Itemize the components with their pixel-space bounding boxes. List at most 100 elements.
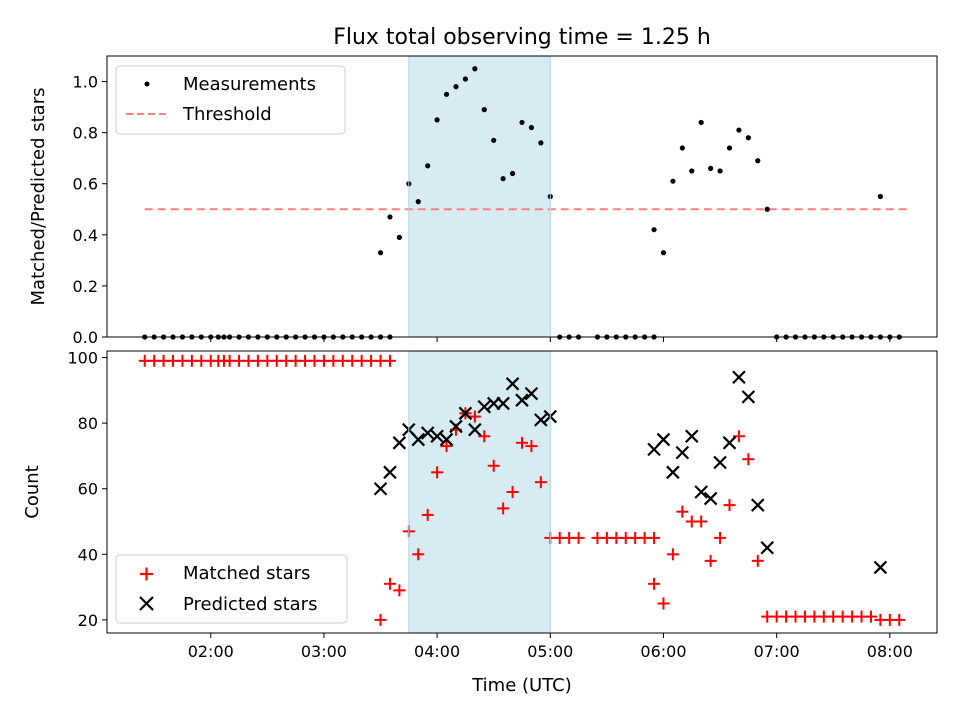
predicted-marker-b bbox=[684, 429, 699, 444]
predicted-star-marker bbox=[468, 422, 482, 437]
legend-predicted-label: Predicted stars bbox=[183, 594, 317, 615]
measurement-point bbox=[660, 250, 667, 256]
predicted-marker-b bbox=[534, 413, 548, 427]
measurement-point bbox=[509, 170, 516, 177]
measurement-point bbox=[877, 193, 884, 200]
predicted-marker-b bbox=[760, 540, 775, 555]
predicted-marker-b bbox=[468, 422, 482, 437]
measurement-point bbox=[434, 117, 440, 123]
predicted-marker-b bbox=[524, 386, 539, 401]
measurement-point bbox=[491, 137, 497, 143]
bottom-y-axis: 20 40 60 80 100 bbox=[67, 349, 551, 633]
measurement-point bbox=[377, 250, 384, 256]
measurement-point bbox=[387, 214, 393, 220]
predicted-marker-b bbox=[675, 445, 690, 460]
predicted-star-marker bbox=[524, 386, 539, 401]
predicted-marker-b bbox=[496, 396, 510, 411]
matched-star-marker bbox=[864, 610, 877, 623]
measurement-point bbox=[670, 178, 676, 184]
top-x-ticks bbox=[210, 337, 891, 342]
predicted-marker-b bbox=[420, 426, 435, 440]
measurement-point bbox=[726, 145, 733, 151]
predicted-star-marker bbox=[383, 465, 397, 480]
predicted-marker-b bbox=[732, 370, 746, 385]
x-tick-label: 06:00 bbox=[640, 642, 686, 661]
predicted-star-marker bbox=[430, 429, 444, 444]
predicted-star-marker bbox=[703, 491, 718, 506]
matched-star-marker bbox=[893, 613, 906, 626]
predicted-marker-b bbox=[713, 455, 727, 470]
measurement-point bbox=[415, 199, 421, 205]
matched-star-marker bbox=[525, 440, 538, 453]
top-legend: Measurements Threshold bbox=[115, 65, 346, 135]
matched-star-marker bbox=[723, 499, 736, 512]
measurement-point bbox=[443, 91, 450, 97]
predicted-star-marker bbox=[751, 498, 765, 512]
top-y-axis: 0.0 0.2 0.4 0.6 0.8 1.0 bbox=[73, 56, 551, 347]
predicted-marker-b bbox=[666, 465, 680, 480]
matched-star-marker bbox=[648, 577, 661, 590]
predicted-star-marker bbox=[760, 540, 775, 555]
y-tick-label: 1.0 bbox=[73, 73, 98, 92]
predicted-star-marker bbox=[684, 429, 699, 444]
measurement-point bbox=[500, 176, 506, 182]
predicted-star-marker bbox=[505, 377, 520, 391]
measurement-point bbox=[698, 119, 704, 126]
measurement-point bbox=[472, 66, 478, 72]
x-tick-label: 02:00 bbox=[188, 642, 234, 661]
matched-star-marker bbox=[431, 466, 444, 479]
legend-measurements-label: Measurements bbox=[183, 74, 316, 95]
predicted-star-marker bbox=[713, 455, 727, 470]
bottom-y-axis-label: Count bbox=[22, 465, 43, 518]
predicted-star-marker bbox=[722, 436, 737, 450]
top-y-axis-label: Matched/Predicted stars bbox=[28, 88, 49, 306]
measurement-point bbox=[396, 234, 402, 240]
measurement-point bbox=[755, 158, 761, 164]
measurement-point bbox=[745, 135, 751, 141]
y-tick-label: 60 bbox=[78, 480, 98, 499]
x-axis-label: Time (UTC) bbox=[471, 675, 572, 696]
x-tick-label: 08:00 bbox=[867, 642, 913, 661]
predicted-marker-b bbox=[392, 436, 407, 450]
predicted-star-marker bbox=[732, 370, 746, 385]
predicted-star-marker bbox=[656, 432, 671, 447]
measurement-point bbox=[538, 140, 544, 146]
matched-star-marker bbox=[751, 554, 764, 567]
predicted-marker-b bbox=[515, 393, 529, 407]
y-tick-label: 0.2 bbox=[73, 277, 98, 296]
matched-star-marker bbox=[657, 597, 670, 610]
matched-star-marker bbox=[742, 453, 755, 466]
predicted-star-marker bbox=[515, 393, 529, 407]
predicted-marker-b bbox=[703, 491, 718, 506]
matched-star-marker bbox=[393, 584, 406, 597]
predicted-star-marker bbox=[741, 390, 756, 404]
top-legend-box bbox=[115, 65, 346, 135]
predicted-star-marker bbox=[373, 481, 388, 496]
predicted-star-marker bbox=[420, 426, 435, 440]
predicted-star-marker bbox=[666, 465, 680, 480]
matched-star-marker bbox=[666, 548, 679, 561]
predicted-star-marker bbox=[694, 485, 708, 499]
matched-star-marker bbox=[506, 486, 519, 498]
measurement-point bbox=[736, 127, 742, 133]
legend-threshold-label: Threshold bbox=[182, 104, 272, 125]
measurement-point bbox=[651, 227, 657, 233]
top-shaded-span bbox=[408, 56, 551, 337]
x-tick-label: 04:00 bbox=[414, 642, 460, 661]
matched-star-marker bbox=[421, 508, 434, 521]
chart-title: Flux total observing time = 1.25 h bbox=[333, 25, 711, 50]
matched-star-marker bbox=[676, 505, 689, 518]
measurement-point bbox=[425, 163, 431, 169]
y-tick-label: 80 bbox=[78, 414, 98, 433]
measurement-point bbox=[679, 145, 685, 151]
y-tick-label: 20 bbox=[78, 611, 98, 630]
predicted-star-marker bbox=[449, 419, 463, 434]
y-tick-label: 0.0 bbox=[73, 328, 98, 347]
matched-star-marker bbox=[383, 577, 396, 590]
predicted-star-marker bbox=[439, 432, 454, 447]
y-tick-label: 100 bbox=[67, 349, 98, 368]
predicted-marker-b bbox=[477, 399, 492, 414]
bottom-predicted-layer bbox=[373, 370, 888, 575]
matched-star-marker bbox=[468, 410, 481, 423]
y-tick-label: 40 bbox=[78, 545, 98, 564]
